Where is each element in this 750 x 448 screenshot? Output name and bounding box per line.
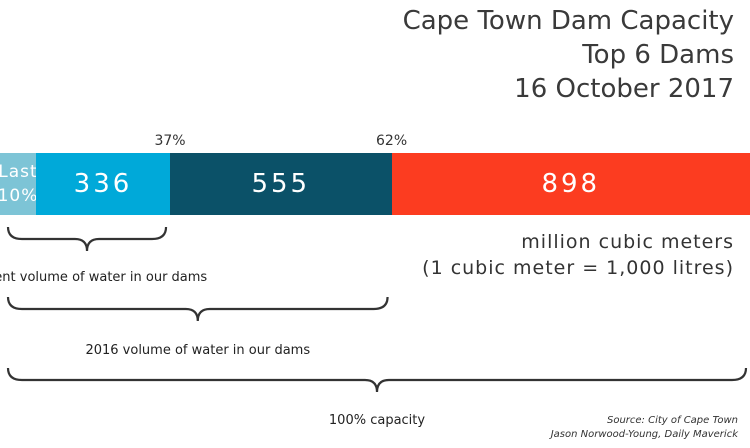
brace-capacity bbox=[6, 367, 748, 393]
title-line-3: 16 October 2017 bbox=[514, 74, 734, 104]
title-line-1: Cape Town Dam Capacity bbox=[402, 6, 734, 36]
units-line-1: million cubic meters bbox=[521, 231, 734, 253]
brace-label-current: Current volume of water in our dams bbox=[0, 270, 208, 285]
bar-label-capacity: 898 bbox=[541, 169, 601, 199]
brace-label-2016: 2016 volume of water in our dams bbox=[85, 343, 311, 358]
marker-label-37pct: 37% bbox=[154, 133, 186, 149]
marker-label-62pct: 62% bbox=[376, 133, 408, 149]
source-line-2: Jason Norwood-Young, Daily Maverick bbox=[550, 429, 738, 440]
bar-label-last-line1: Last bbox=[0, 162, 38, 182]
bar-label-last-line2: 10% bbox=[0, 186, 39, 206]
bar-label-2016: 555 bbox=[251, 169, 311, 199]
title-line-2: Top 6 Dams bbox=[582, 40, 734, 70]
source-credit: Source: City of Cape Town Jason Norwood-… bbox=[551, 414, 738, 442]
chart-title: Cape Town Dam Capacity Top 6 Dams 16 Oct… bbox=[403, 4, 734, 106]
brace-2016 bbox=[6, 296, 389, 322]
bar-segment-current: 336 bbox=[35, 153, 171, 215]
brace-current bbox=[6, 226, 168, 252]
bar-segment-capacity: 898 bbox=[391, 153, 750, 215]
bar-segment-2016: 555 bbox=[170, 153, 392, 215]
source-line-1: Source: City of Cape Town bbox=[606, 415, 738, 426]
bar-segment-last-10pct: Last 10% bbox=[0, 153, 39, 215]
units-line-2: (1 cubic meter = 1,000 litres) bbox=[422, 257, 734, 279]
brace-label-capacity: 100% capacity bbox=[328, 413, 426, 428]
bar-label-current: 336 bbox=[73, 169, 133, 199]
units-note: million cubic meters (1 cubic meter = 1,… bbox=[422, 229, 734, 281]
